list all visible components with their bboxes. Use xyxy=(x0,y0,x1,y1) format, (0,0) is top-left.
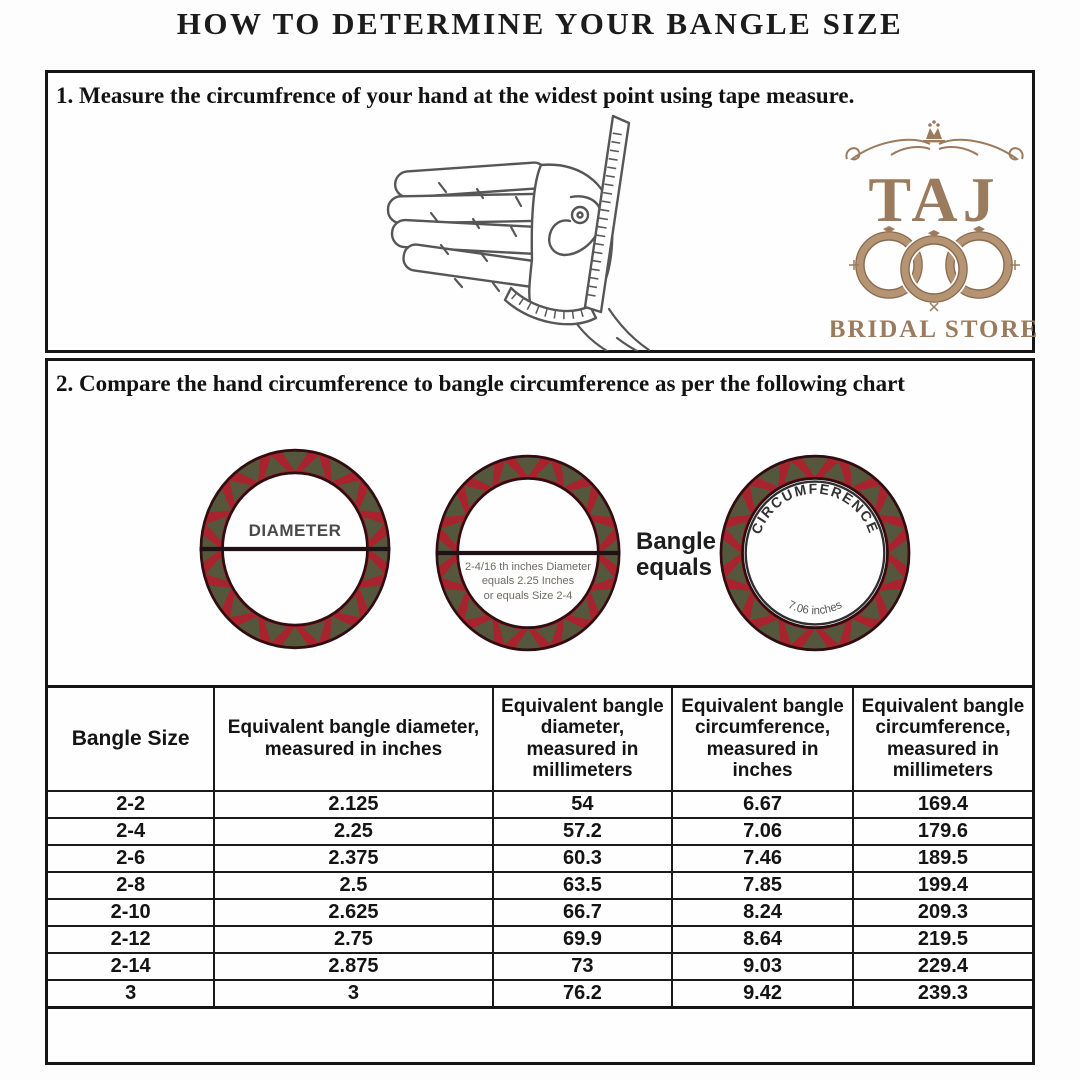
taj-bridal-store-logo: TAJ xyxy=(829,119,1038,347)
cell: 7.85 xyxy=(671,870,854,900)
logo-name: TAJ xyxy=(868,164,999,235)
header-diameter-inches: Equivalent bangle diameter, measured in … xyxy=(213,685,494,792)
cell: 54 xyxy=(491,789,674,819)
cell: 2.125 xyxy=(213,789,494,819)
circumference-value: 7.06 inches xyxy=(786,599,844,617)
step1-instruction: 1. Measure the circumfrence of your hand… xyxy=(56,83,855,108)
cell: 2-10 xyxy=(45,897,216,927)
cell: 2.375 xyxy=(213,843,494,873)
hand-tape-icon xyxy=(386,114,651,363)
cell: 2-6 xyxy=(45,843,216,873)
step2-section: 2. Compare the hand circumference to ban… xyxy=(45,358,1035,1065)
logo-subtitle: BRIDAL STORE xyxy=(831,316,1038,343)
cell: 7.06 xyxy=(671,816,854,846)
cell: 189.5 xyxy=(851,843,1035,873)
bangle-circumference-diagram: CIRCUMFERENCE 7.06 inches xyxy=(716,451,914,655)
size-chart-table: Bangle Size Equivalent bangle diameter, … xyxy=(45,685,1035,1009)
cell: 2-12 xyxy=(45,924,216,954)
bangle-example-diagram: 2-4/16 th inches Diameter equals 2.25 In… xyxy=(432,451,624,655)
diameter-label: DIAMETER xyxy=(248,521,342,540)
cell: 2-14 xyxy=(45,951,216,981)
cell: 3 xyxy=(213,978,494,1008)
logo-crown-icon xyxy=(923,120,945,143)
table-row: 2-14 2.875 73 9.03 229.4 xyxy=(45,951,1035,981)
cell: 239.3 xyxy=(851,978,1035,1008)
step1-section: 1. Measure the circumfrence of your hand… xyxy=(45,70,1038,363)
step2-instruction: 2. Compare the hand circumference to ban… xyxy=(56,371,905,396)
cell: 169.4 xyxy=(851,789,1035,819)
header-row: Bangle Size Equivalent bangle diameter, … xyxy=(45,685,1035,792)
cell: 229.4 xyxy=(851,951,1035,981)
cell: 69.9 xyxy=(491,924,674,954)
logo-bangles-icon xyxy=(849,226,1020,312)
taj-logo-graphic: TAJ xyxy=(829,120,1038,343)
table-row: 2-2 2.125 54 6.67 169.4 xyxy=(45,789,1035,819)
cell: 219.5 xyxy=(851,924,1035,954)
inner-circle xyxy=(744,480,886,626)
table-row: 2-12 2.75 69.9 8.64 219.5 xyxy=(45,924,1035,954)
cell: 209.3 xyxy=(851,897,1035,927)
header-circumference-mm: Equivalent bangle circumference, measure… xyxy=(851,685,1035,792)
bangle-equals-label: Bangle equals xyxy=(636,528,717,581)
cell: 7.46 xyxy=(671,843,854,873)
cell: 2-2 xyxy=(45,789,216,819)
cell: 8.64 xyxy=(671,924,854,954)
cell: 199.4 xyxy=(851,870,1035,900)
bangle-size-note: 2-4/16 th inches Diameter equals 2.25 In… xyxy=(455,560,601,603)
header-circumference-inches: Equivalent bangle circumference, measure… xyxy=(671,685,854,792)
table-row: 2-8 2.5 63.5 7.85 199.4 xyxy=(45,870,1035,900)
cell: 2.75 xyxy=(213,924,494,954)
table-row: 3 3 76.2 9.42 239.3 xyxy=(45,978,1035,1008)
header-bangle-size: Bangle Size xyxy=(45,685,216,792)
table-row: 2-10 2.625 66.7 8.24 209.3 xyxy=(45,897,1035,927)
cell: 76.2 xyxy=(491,978,674,1008)
cell: 2-4 xyxy=(45,816,216,846)
cell: 8.24 xyxy=(671,897,854,927)
bangle-ring-icon xyxy=(196,445,394,653)
cell: 2.25 xyxy=(213,816,494,846)
cell: 63.5 xyxy=(491,870,674,900)
cell: 57.2 xyxy=(491,816,674,846)
table-row: 2-4 2.25 57.2 7.06 179.6 xyxy=(45,816,1035,846)
cell: 73 xyxy=(491,951,674,981)
cell: 60.3 xyxy=(491,843,674,873)
cell: 66.7 xyxy=(491,897,674,927)
note-line-2: equals 2.25 Inches xyxy=(481,575,575,588)
table-row: 2-6 2.375 60.3 7.46 189.5 xyxy=(45,843,1035,873)
hand-measure-illustration xyxy=(381,111,696,363)
note-line-1: 2-4/16 th inches Diameter xyxy=(465,561,591,573)
note-line-3: or equals Size 2-4 xyxy=(483,589,573,602)
cell: 9.42 xyxy=(671,978,854,1008)
bangle-diameter-diagram: DIAMETER xyxy=(196,445,394,653)
header-diameter-mm: Equivalent bangle diameter, measured in … xyxy=(491,685,674,792)
cell: 2.5 xyxy=(213,870,494,900)
page-title: HOW TO DETERMINE YOUR BANGLE SIZE xyxy=(176,6,904,41)
cell: 179.6 xyxy=(851,816,1035,846)
cell: 2.875 xyxy=(213,951,494,981)
cell: 3 xyxy=(45,978,216,1008)
cell: 2.625 xyxy=(213,897,494,927)
cell: 2-8 xyxy=(45,870,216,900)
cell: 9.03 xyxy=(671,951,854,981)
bangle-ring-icon: CIRCUMFERENCE 7.06 inches xyxy=(716,451,914,655)
cell: 6.67 xyxy=(671,789,854,819)
bangle-ring-icon xyxy=(432,451,624,655)
logo-flourish-icon xyxy=(845,138,1024,161)
svg-text:7.06 inches: 7.06 inches xyxy=(786,599,844,617)
